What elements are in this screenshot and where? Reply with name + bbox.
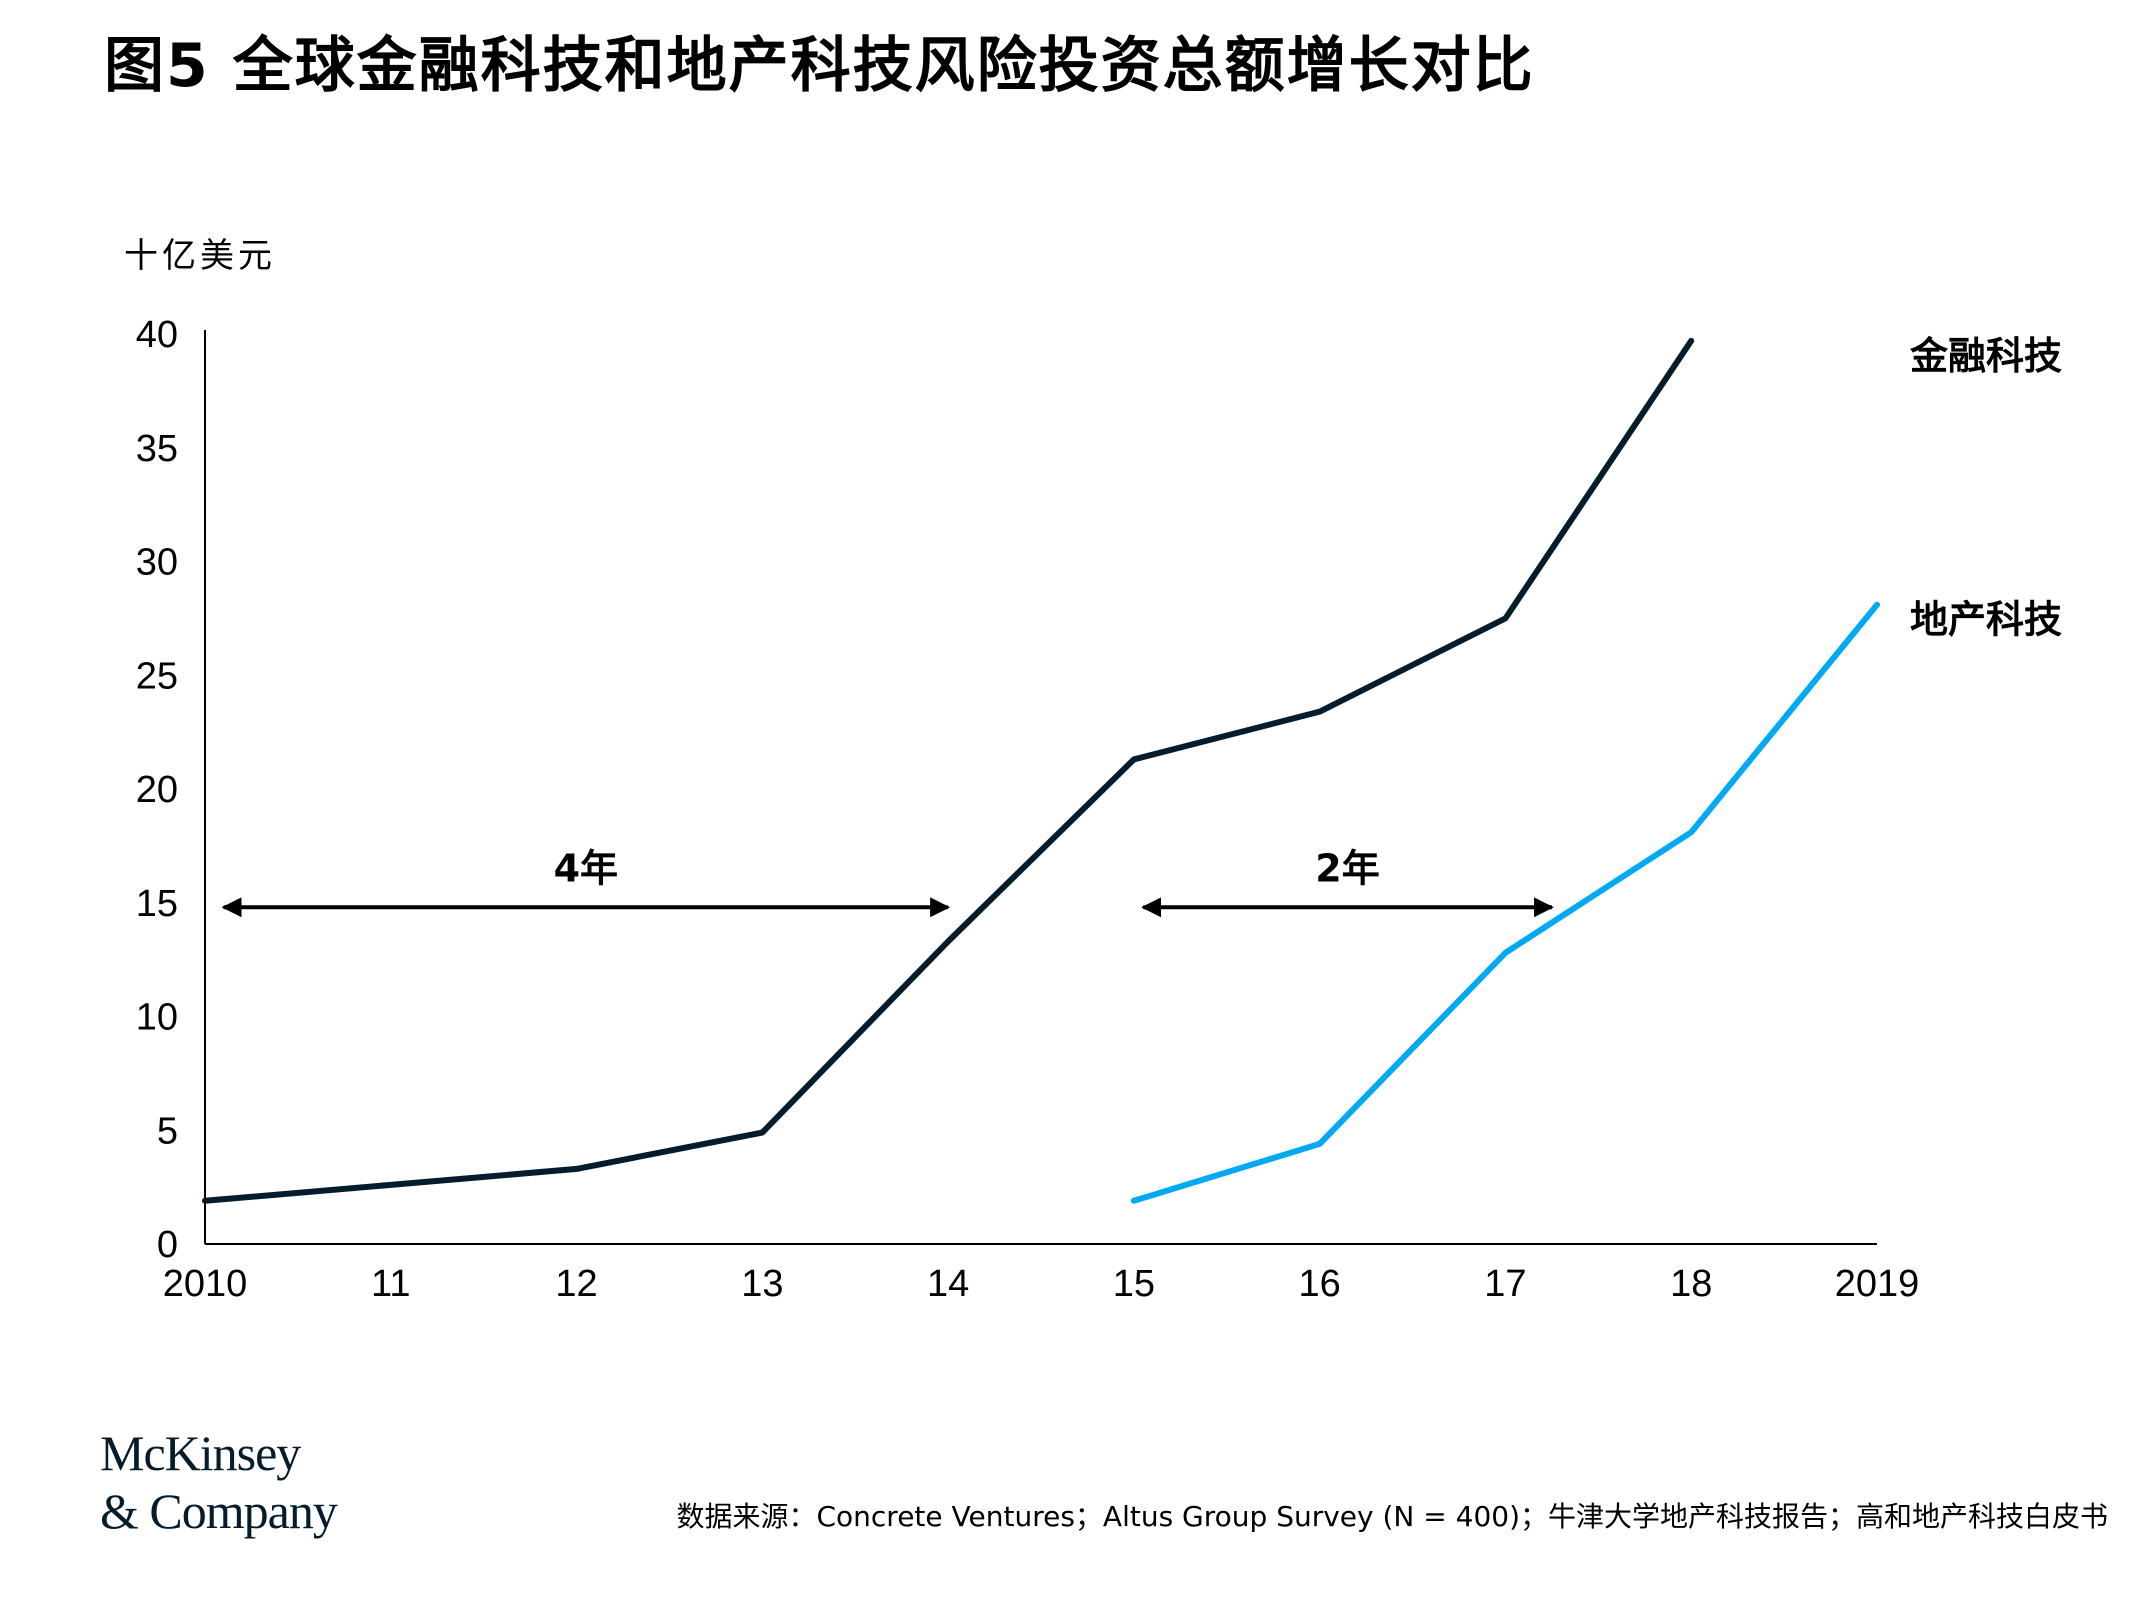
y-tick-label: 15 — [136, 883, 178, 925]
x-tick-label: 13 — [741, 1263, 783, 1305]
data-point — [1317, 709, 1323, 715]
data-point — [1688, 829, 1694, 835]
data-point — [1874, 602, 1880, 608]
series-label-1: 金融科技 — [1909, 334, 2062, 378]
annotation-label-1: 4年 — [554, 846, 618, 890]
series-line-1 — [202, 337, 1695, 1204]
x-tick-label: 17 — [1484, 1263, 1526, 1305]
x-tick-label: 12 — [555, 1263, 597, 1305]
series-label-2: 地产科技 — [1910, 598, 2062, 642]
annotation-label-2: 2年 — [1315, 846, 1379, 890]
y-tick-label: 35 — [136, 428, 178, 470]
y-tick-label: 20 — [136, 769, 178, 811]
data-point — [759, 1130, 765, 1136]
data-point — [388, 1182, 394, 1188]
data-point — [202, 1198, 208, 1204]
chart-title: 图5 全球金融科技和地产科技风险投资总额增长对比 — [104, 31, 1535, 101]
logo-line-2: & Company — [100, 1483, 338, 1539]
x-tick-label: 14 — [927, 1263, 969, 1305]
x-tick-label: 16 — [1299, 1263, 1341, 1305]
source-note: 数据来源：Concrete Ventures；Altus Group Surve… — [676, 1500, 2108, 1533]
x-tick-label: 2019 — [1835, 1263, 1920, 1305]
y-tick-label: 0 — [157, 1224, 178, 1266]
data-point — [1688, 338, 1694, 344]
data-point — [574, 1166, 580, 1172]
y-tick-label: 25 — [136, 655, 178, 697]
data-point — [1502, 615, 1508, 621]
x-tick-label: 18 — [1670, 1263, 1712, 1305]
x-tick-label: 11 — [371, 1263, 410, 1305]
logo-line-1: McKinsey — [100, 1425, 301, 1481]
data-point — [945, 938, 951, 944]
y-axis-unit-label: 十亿美元 — [124, 236, 276, 276]
data-point — [1502, 950, 1508, 956]
series-line-2 — [1130, 601, 1880, 1204]
y-tick-label: 5 — [157, 1110, 178, 1152]
mckinsey-logo: McKinsey & Company — [100, 1424, 338, 1540]
x-tick-label: 15 — [1113, 1263, 1155, 1305]
y-tick-label: 10 — [136, 997, 178, 1039]
data-point — [1131, 1198, 1137, 1204]
y-tick-label: 30 — [136, 542, 178, 584]
data-point — [1317, 1141, 1323, 1147]
x-tick-label: 2010 — [163, 1263, 248, 1305]
data-point — [1131, 756, 1137, 762]
y-tick-label: 40 — [136, 314, 178, 356]
